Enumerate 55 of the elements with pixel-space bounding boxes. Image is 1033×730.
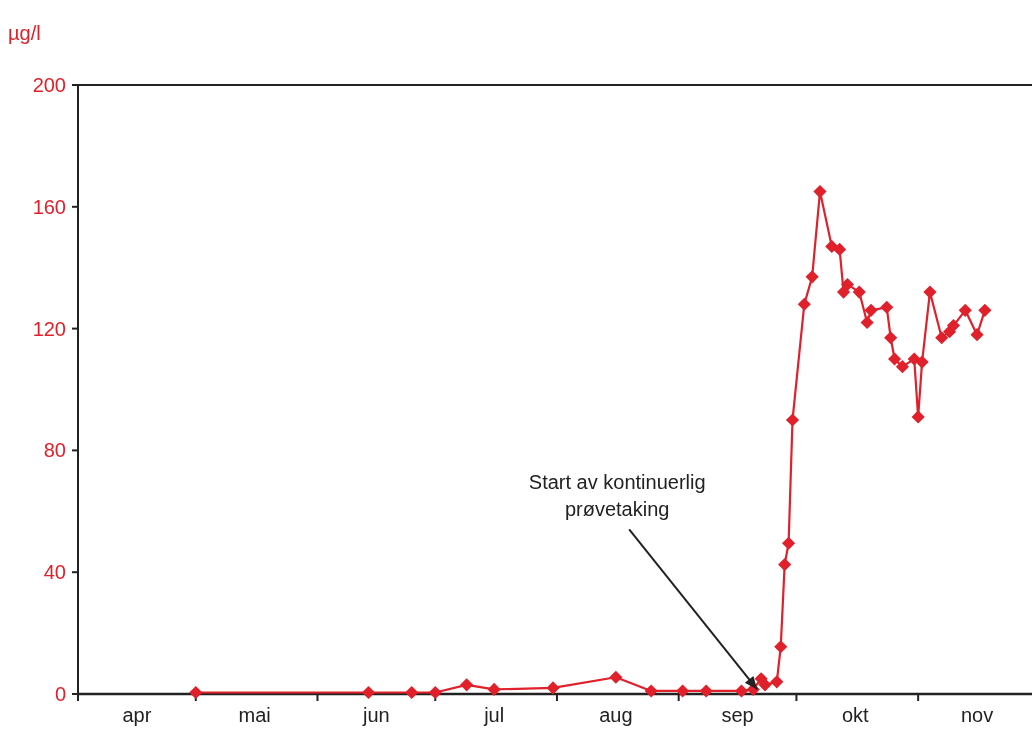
point [778,558,792,572]
point [923,285,937,299]
point [915,355,929,369]
x-tick-label: mai [238,704,271,726]
point [699,684,713,698]
point [487,682,501,696]
point [361,685,376,700]
y-tick-label: 160 [32,195,66,218]
y-tick-label: 0 [54,683,66,705]
y-tick-label: 40 [43,561,66,584]
point [864,303,878,317]
point [805,270,819,284]
point [405,685,419,700]
y-axis-title: µg/l [8,22,41,44]
point [935,331,949,345]
point [970,328,984,342]
point [813,185,827,199]
point [880,300,894,314]
point [958,303,972,317]
point [785,413,800,427]
point [833,242,847,256]
point [884,331,898,345]
annotation: Start av kontinuerlig prøvetaking [528,471,706,521]
point [946,318,961,333]
x-tick-label: jul [483,704,505,726]
point [734,684,749,698]
point [609,670,623,684]
y-tick-label: 120 [32,317,66,340]
x-tick-label: apr [122,704,152,726]
point [797,297,811,311]
point [758,678,772,692]
point [852,285,866,299]
point [676,684,690,698]
point [428,685,442,700]
point [546,681,560,695]
point [644,684,658,698]
point [978,303,992,317]
x-tick-label: nov [960,704,994,726]
point [911,410,925,424]
point [895,360,910,374]
point [189,685,203,700]
point [770,675,784,689]
y-tick-label: 80 [43,439,66,462]
y-tick-label: 200 [32,74,66,96]
x-tick-label: okt [841,704,870,726]
point [860,315,874,330]
x-tick-label: sep [721,704,754,726]
point [460,678,474,692]
point [888,352,902,366]
point [782,536,796,550]
point [774,640,788,654]
point [840,277,855,292]
x-tick-label: jun [362,704,390,726]
x-tick-label: aug [599,704,633,726]
point [825,239,839,253]
